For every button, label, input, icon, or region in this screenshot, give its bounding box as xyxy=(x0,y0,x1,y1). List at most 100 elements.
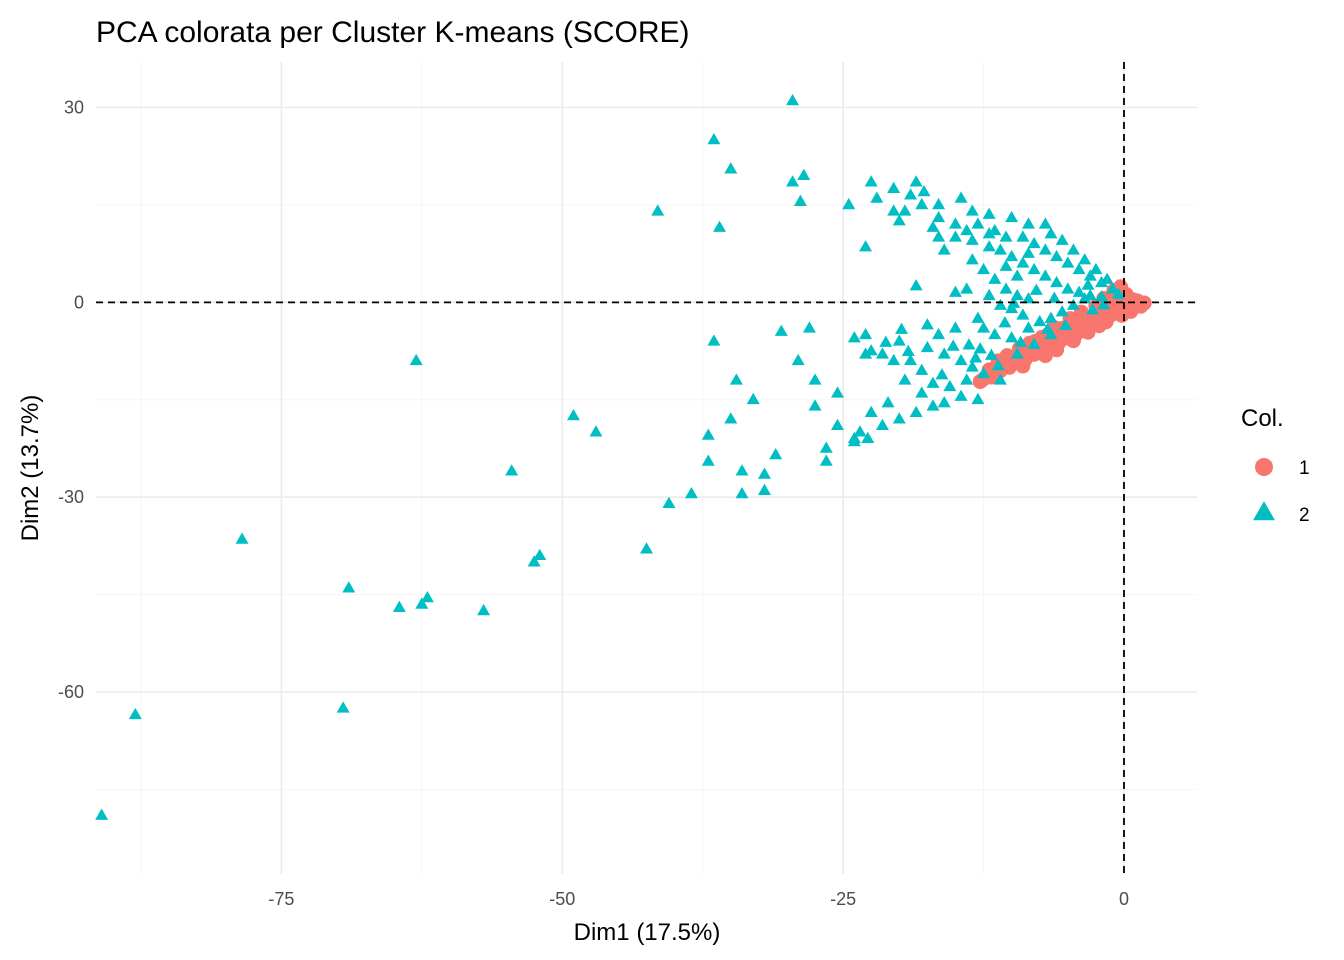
series-2-point xyxy=(904,353,918,366)
series-2-point xyxy=(887,353,901,366)
series-2-point xyxy=(926,376,940,388)
series-2-point xyxy=(793,194,807,206)
series-2-point xyxy=(701,428,715,440)
series-2-point xyxy=(95,808,109,820)
series-2-point xyxy=(757,467,771,479)
series-2-point xyxy=(926,220,940,232)
series-2-point xyxy=(932,197,946,210)
series-2-point xyxy=(1027,337,1041,349)
series-2-point xyxy=(932,230,946,242)
series-2-point xyxy=(1005,210,1019,223)
series-2-point xyxy=(1041,322,1055,334)
series-2-point xyxy=(991,359,1005,371)
series-2-point xyxy=(892,334,906,346)
series-1-points xyxy=(972,279,1152,390)
series-2-point xyxy=(988,272,1002,284)
series-2-point xyxy=(808,373,822,385)
series-2-point xyxy=(948,285,962,297)
series-2-point xyxy=(1010,288,1024,301)
series-1-point xyxy=(1015,358,1031,374)
series-2-point xyxy=(915,363,929,375)
series-2-point xyxy=(724,412,738,424)
series-2-point xyxy=(707,132,721,145)
series-2-point xyxy=(392,600,406,612)
series-2-point xyxy=(1059,318,1073,331)
series-2-point xyxy=(640,542,653,554)
series-2-point xyxy=(1078,253,1092,265)
series-2-point xyxy=(898,373,912,385)
series-2-point xyxy=(971,392,985,405)
series-2-point xyxy=(954,389,968,401)
y-axis-title: Dim2 (13.7%) xyxy=(17,395,44,542)
series-2-point xyxy=(662,496,676,509)
series-2-point xyxy=(965,360,979,372)
series-2-point xyxy=(684,487,698,499)
series-2-point xyxy=(589,425,603,437)
series-2-point xyxy=(937,396,951,408)
series-2-point xyxy=(892,214,906,226)
series-2-point xyxy=(1016,308,1030,320)
series-2-point xyxy=(960,223,974,236)
series-2-point xyxy=(971,311,985,323)
x-tick-label: -75 xyxy=(268,889,294,909)
series-2-point xyxy=(859,327,873,340)
series-2-point xyxy=(909,405,923,418)
series-2-point xyxy=(1086,303,1100,315)
series-2-point xyxy=(999,230,1013,242)
series-2-point xyxy=(999,282,1013,294)
series-2-point xyxy=(420,590,434,603)
series-2-point xyxy=(861,431,875,444)
chart-title: PCA colorata per Cluster K-means (SCORE) xyxy=(96,16,690,49)
series-2-point xyxy=(808,399,822,411)
series-2-point xyxy=(701,454,715,466)
series-2-point xyxy=(477,603,491,616)
legend-label-1: 1 xyxy=(1299,458,1310,479)
series-2-point xyxy=(960,282,974,294)
series-2-point xyxy=(1078,292,1092,304)
x-tick-label: 0 xyxy=(1119,889,1129,909)
series-2-point xyxy=(909,175,923,187)
legend: Col. 1 2 xyxy=(1241,405,1310,526)
series-2-point xyxy=(1016,256,1030,268)
series-2-point xyxy=(791,353,805,366)
series-2-point xyxy=(235,532,249,544)
series-2-point xyxy=(1100,272,1114,284)
series-2-point xyxy=(999,259,1013,271)
series-2-point xyxy=(993,298,1007,310)
series-2-point xyxy=(786,175,800,187)
y-tick-label: 30 xyxy=(64,97,84,117)
series-2-point xyxy=(651,204,665,216)
series-2-point xyxy=(707,334,721,346)
series-2-point xyxy=(988,327,1002,340)
series-2-point xyxy=(797,168,811,180)
series-2-point xyxy=(977,366,991,379)
series-2-point xyxy=(901,344,915,356)
series-2-point xyxy=(566,409,580,421)
series-2-point xyxy=(920,340,934,353)
series-2-point xyxy=(724,162,738,174)
series-2-point xyxy=(993,243,1007,255)
series-2-point xyxy=(1038,217,1052,229)
series-2-point xyxy=(948,217,962,229)
series-2-point xyxy=(932,327,946,340)
series-1-point xyxy=(983,369,999,385)
series-2-point xyxy=(802,321,816,333)
series-2-point xyxy=(1106,282,1120,294)
series-2-point xyxy=(729,373,743,385)
series-2-point xyxy=(948,230,962,242)
series-2-point xyxy=(847,431,861,444)
series-2-point xyxy=(505,464,519,476)
series-2-point xyxy=(998,316,1012,328)
series-2-point xyxy=(1081,278,1095,290)
series-2-point xyxy=(1010,269,1024,281)
series-2-point xyxy=(864,405,878,418)
series-2-point xyxy=(847,331,861,343)
series-2-point xyxy=(774,324,788,336)
series-2-point xyxy=(898,204,912,216)
series-2-point xyxy=(946,339,960,351)
series-2-point xyxy=(1021,246,1035,258)
series-2-point xyxy=(917,184,931,197)
series-2-point xyxy=(1016,230,1030,242)
series-2-point xyxy=(1061,282,1075,294)
